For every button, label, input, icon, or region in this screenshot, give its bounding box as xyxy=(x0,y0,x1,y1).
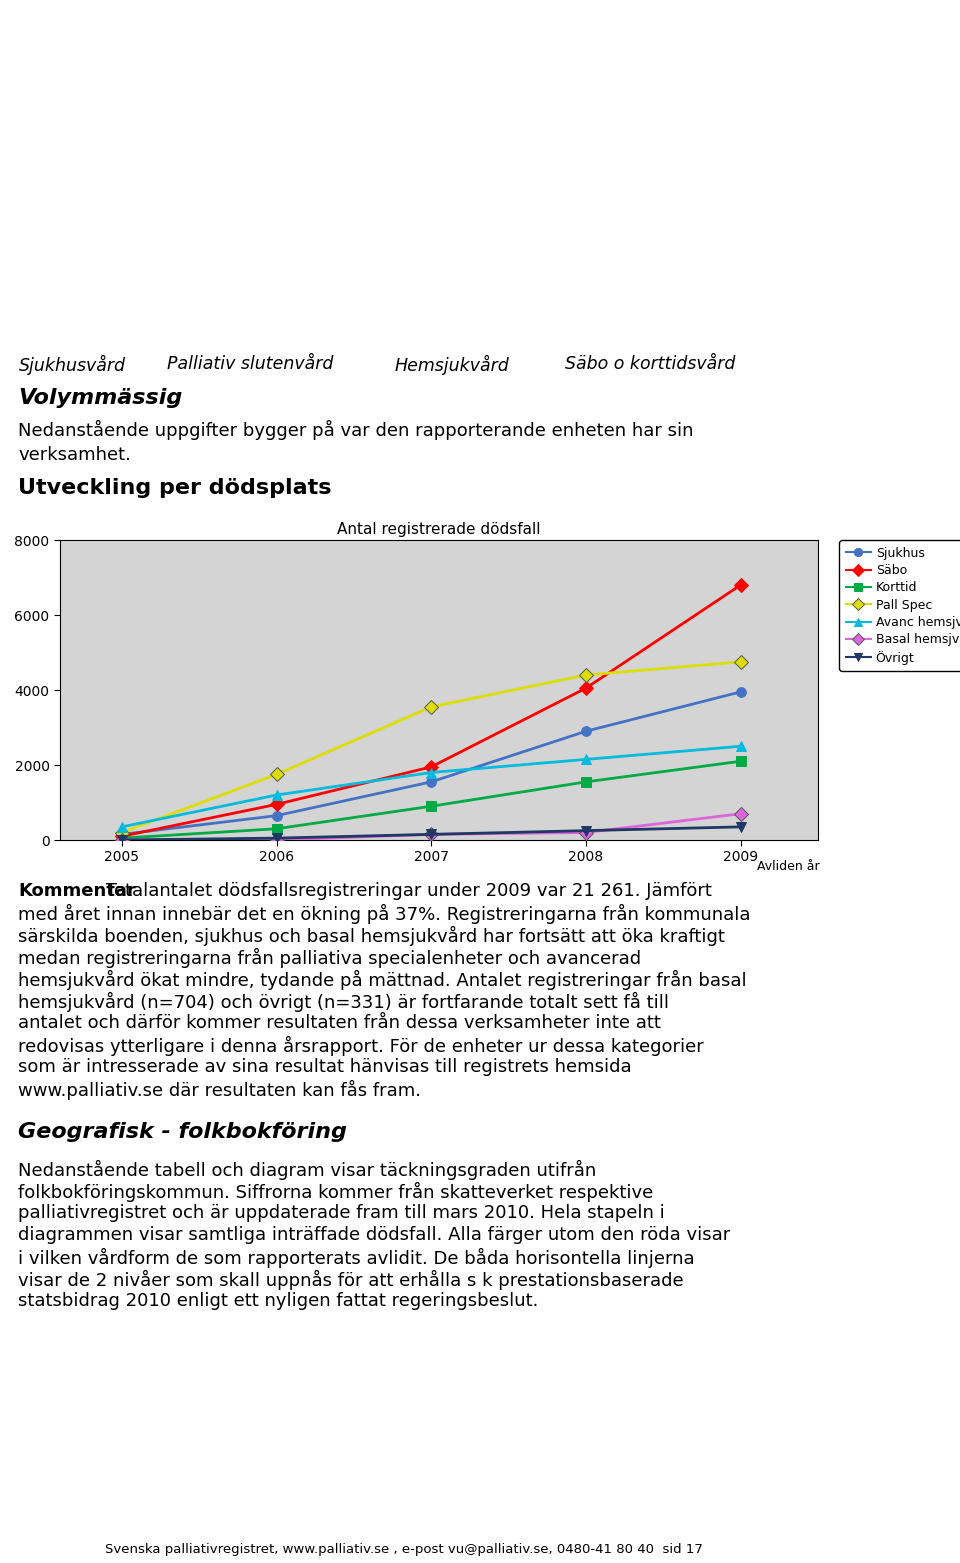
Avanc hemsjv xyxy=(116,817,128,836)
Text: : Totalantalet dödsfallsregistreringar under 2009 var 21 261. Jämfört: : Totalantalet dödsfallsregistreringar u… xyxy=(94,882,712,900)
Line: Pall Spec: Pall Spec xyxy=(117,656,746,838)
Pall Spec xyxy=(735,652,747,671)
Sjukhus xyxy=(271,807,282,825)
Säbo xyxy=(116,827,128,846)
Text: Palliativ slutenvård: Palliativ slutenvård xyxy=(167,355,333,374)
Text: Avliden år: Avliden år xyxy=(757,860,820,874)
Övrigt xyxy=(580,821,591,839)
Text: www.palliativ.se där resultaten kan fås fram.: www.palliativ.se där resultaten kan fås … xyxy=(18,1080,421,1100)
Basal hemsjv xyxy=(735,805,747,824)
Övrigt xyxy=(116,830,128,849)
Basal hemsjv xyxy=(425,825,437,844)
Avanc hemsjv xyxy=(735,736,747,755)
Line: Basal hemsjv: Basal hemsjv xyxy=(117,810,746,846)
Text: Nedanstående uppgifter bygger på var den rapporterande enheten har sin
verksamhe: Nedanstående uppgifter bygger på var den… xyxy=(18,420,693,464)
Sjukhus xyxy=(116,825,128,844)
Text: Utveckling per dödsplats: Utveckling per dödsplats xyxy=(18,478,331,499)
Text: Svenska palliativregistret, www.palliativ.se , e-post vu@palliativ.se, 0480-41 8: Svenska palliativregistret, www.palliati… xyxy=(105,1543,703,1557)
Övrigt xyxy=(425,825,437,844)
Avanc hemsjv xyxy=(271,786,282,805)
Text: särskilda boenden, sjukhus och basal hemsjukvård har fortsätt att öka kraftigt: särskilda boenden, sjukhus och basal hem… xyxy=(18,925,725,946)
Text: hemsjukvård ökat mindre, tydande på mättnad. Antalet registreringar från basal: hemsjukvård ökat mindre, tydande på mätt… xyxy=(18,971,747,989)
Korttid xyxy=(735,752,747,771)
Line: Övrigt: Övrigt xyxy=(117,822,746,846)
Text: Nedanstående tabell och diagram visar täckningsgraden utifrån: Nedanstående tabell och diagram visar tä… xyxy=(18,1160,596,1180)
Säbo xyxy=(271,796,282,814)
Text: diagrammen visar samtliga inträffade dödsfall. Alla färger utom den röda visar: diagrammen visar samtliga inträffade död… xyxy=(18,1225,731,1244)
Text: palliativregistret och är uppdaterade fram till mars 2010. Hela stapeln i: palliativregistret och är uppdaterade fr… xyxy=(18,1204,664,1222)
Text: redovisas ytterligare i denna årsrapport. För de enheter ur dessa kategorier: redovisas ytterligare i denna årsrapport… xyxy=(18,1036,704,1057)
Sjukhus xyxy=(580,722,591,741)
Text: med året innan innebär det en ökning på 37%. Registreringarna från kommunala: med året innan innebär det en ökning på … xyxy=(18,903,751,924)
Sjukhus xyxy=(735,683,747,702)
Korttid xyxy=(271,819,282,838)
Övrigt xyxy=(271,828,282,847)
Line: Säbo: Säbo xyxy=(117,580,746,841)
Text: visar de 2 nivåer som skall uppnås för att erhålla s k prestationsbaserade: visar de 2 nivåer som skall uppnås för a… xyxy=(18,1271,684,1289)
Text: statsbidrag 2010 enligt ett nyligen fattat regeringsbeslut.: statsbidrag 2010 enligt ett nyligen fatt… xyxy=(18,1293,539,1310)
Avanc hemsjv xyxy=(580,750,591,769)
Säbo xyxy=(580,678,591,697)
Övrigt xyxy=(735,817,747,836)
Text: i vilken vårdform de som rapporterats avlidit. De båda horisontella linjerna: i vilken vårdform de som rapporterats av… xyxy=(18,1247,695,1268)
Basal hemsjv xyxy=(116,830,128,849)
Text: Geografisk - folkbokföring: Geografisk - folkbokföring xyxy=(18,1122,347,1143)
Säbo xyxy=(735,575,747,594)
Pall Spec xyxy=(580,666,591,685)
Pall Spec xyxy=(425,697,437,716)
Text: som är intresserade av sina resultat hänvisas till registrets hemsida: som är intresserade av sina resultat hän… xyxy=(18,1058,632,1075)
Sjukhus xyxy=(425,772,437,791)
Text: hemsjukvård (n=704) och övrigt (n=331) är fortfarande totalt sett få till: hemsjukvård (n=704) och övrigt (n=331) ä… xyxy=(18,993,669,1013)
Line: Avanc hemsjv: Avanc hemsjv xyxy=(117,741,746,832)
Text: Sjukhusvård: Sjukhusvård xyxy=(18,355,126,375)
Text: antalet och därför kommer resultaten från dessa verksamheter inte att: antalet och därför kommer resultaten frå… xyxy=(18,1014,660,1032)
Säbo xyxy=(425,758,437,777)
Text: medan registreringarna från palliativa specialenheter och avancerad: medan registreringarna från palliativa s… xyxy=(18,949,641,967)
Text: Kommentar: Kommentar xyxy=(18,882,135,900)
Basal hemsjv xyxy=(271,830,282,849)
Basal hemsjv xyxy=(580,824,591,842)
Text: Volymmässig: Volymmässig xyxy=(18,388,182,408)
Text: Antal registrerade dödsfall: Antal registrerade dödsfall xyxy=(337,522,540,538)
Korttid xyxy=(425,797,437,816)
Text: folkbokföringskommun. Siffrorna kommer från skatteverket respektive: folkbokföringskommun. Siffrorna kommer f… xyxy=(18,1182,653,1202)
Pall Spec xyxy=(116,824,128,842)
Line: Sjukhus: Sjukhus xyxy=(117,688,746,839)
Korttid xyxy=(116,828,128,847)
Korttid xyxy=(580,772,591,791)
Text: Säbo o korttidsvård: Säbo o korttidsvård xyxy=(564,355,735,374)
Legend: Sjukhus, Säbo, Korttid, Pall Spec, Avanc hemsjv, Basal hemsjv, Övrigt: Sjukhus, Säbo, Korttid, Pall Spec, Avanc… xyxy=(839,541,960,671)
Pall Spec xyxy=(271,764,282,783)
Text: Hemsjukvård: Hemsjukvård xyxy=(395,355,510,375)
Avanc hemsjv xyxy=(425,763,437,782)
Line: Korttid: Korttid xyxy=(117,756,746,842)
